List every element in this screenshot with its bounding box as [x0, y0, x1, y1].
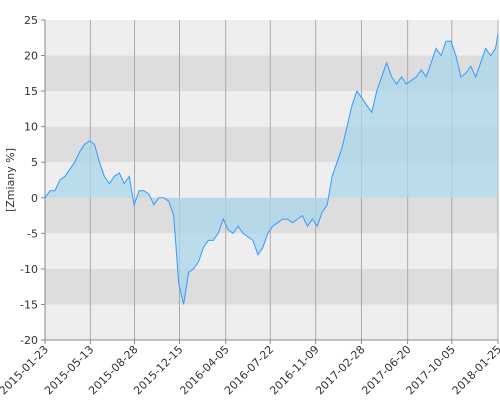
- y-tick-label: 20: [24, 50, 38, 63]
- y-tick-label: 25: [24, 14, 38, 27]
- x-tick-label: 2018-01-25: [450, 343, 500, 397]
- area: [45, 34, 498, 305]
- y-tick-label: -5: [27, 227, 38, 240]
- y-axis-title: [Zmiany %]: [4, 148, 17, 212]
- y-tick-label: 15: [24, 85, 38, 98]
- y-tick-label: 0: [31, 192, 38, 205]
- background-band: [45, 233, 498, 269]
- background-band: [45, 304, 498, 340]
- y-tick-label: 5: [31, 156, 38, 169]
- background-band: [45, 268, 498, 305]
- background-band: [45, 20, 498, 56]
- y-tick-label: -20: [20, 334, 38, 347]
- y-tick-label: -15: [20, 298, 38, 311]
- line: [44, 34, 499, 305]
- y-tick-label: 10: [24, 121, 38, 134]
- y-tick-label: -10: [20, 263, 38, 276]
